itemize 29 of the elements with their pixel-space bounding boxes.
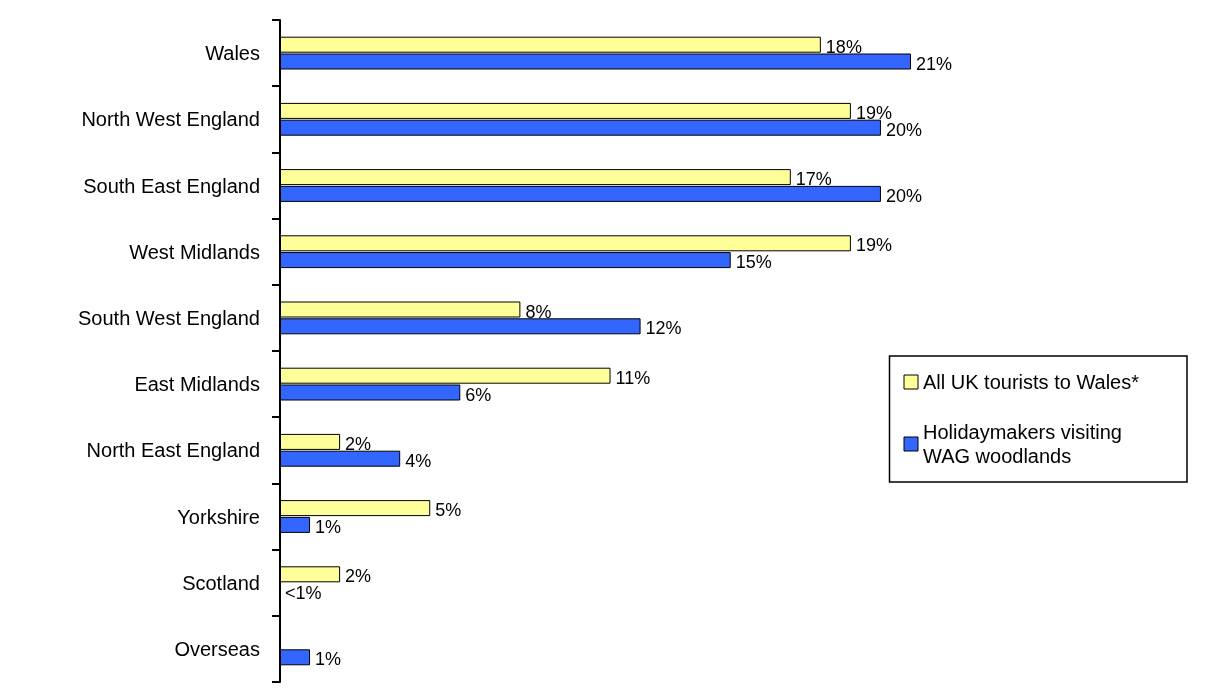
data-label: 19% (855, 235, 892, 256)
data-label: 2% (345, 566, 372, 587)
data-label: 8% (525, 301, 552, 322)
y-tick-label: North West England (81, 108, 260, 131)
data-label: 15% (735, 252, 772, 273)
data-label: 4% (405, 450, 432, 471)
y-tick-label: Overseas (174, 637, 260, 660)
data-label: 1% (315, 649, 342, 670)
data-label: 21% (916, 53, 953, 74)
data-label: 17% (795, 169, 832, 190)
legend-label: All UK tourists to Wales* (923, 371, 1140, 393)
legend-label: Holidaymakers visiting WAG woodlands (923, 421, 1128, 467)
y-tick-label: West Midlands (129, 240, 260, 263)
y-tick-label: South West England (78, 306, 260, 329)
y-tick-label: East Midlands (134, 373, 260, 396)
y-tick-label: South East England (83, 174, 260, 197)
data-label: 11% (615, 367, 651, 388)
y-tick-label: Scotland (182, 571, 260, 594)
data-label: 5% (435, 500, 462, 521)
y-tick-label: North East England (86, 439, 260, 462)
data-label: 12% (645, 318, 682, 339)
data-label: 1% (315, 516, 342, 537)
data-label: 20% (885, 185, 922, 206)
data-label: 18% (825, 36, 862, 57)
data-label: 6% (465, 384, 492, 405)
data-label: 2% (345, 433, 372, 454)
y-tick-label: Wales (205, 42, 260, 65)
data-label: <1% (285, 583, 322, 604)
y-tick-label: Yorkshire (177, 505, 260, 528)
